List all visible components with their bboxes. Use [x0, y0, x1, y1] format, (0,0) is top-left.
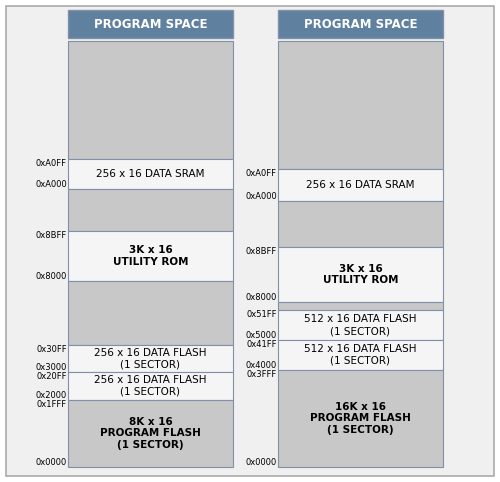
- Bar: [68, 188, 233, 231]
- Text: 0x3000: 0x3000: [36, 363, 67, 372]
- Text: 8K x 16
PROGRAM FLASH
(1 SECTOR): 8K x 16 PROGRAM FLASH (1 SECTOR): [100, 416, 201, 450]
- Text: 256 x 16 DATA SRAM: 256 x 16 DATA SRAM: [96, 169, 205, 179]
- Text: 0x8BFF: 0x8BFF: [36, 231, 67, 240]
- Text: 0x4000: 0x4000: [246, 361, 277, 370]
- Text: 0x0000: 0x0000: [36, 458, 67, 467]
- Text: 512 x 16 DATA FLASH
(1 SECTOR): 512 x 16 DATA FLASH (1 SECTOR): [304, 314, 417, 336]
- Bar: [68, 281, 233, 345]
- Text: PROGRAM SPACE: PROGRAM SPACE: [94, 17, 208, 30]
- Bar: [278, 340, 443, 370]
- Text: 0x0000: 0x0000: [246, 458, 277, 467]
- Text: 0xA000: 0xA000: [35, 180, 67, 188]
- Bar: [68, 400, 233, 467]
- Bar: [278, 247, 443, 302]
- Bar: [68, 10, 233, 38]
- Bar: [68, 231, 233, 281]
- Bar: [278, 201, 443, 247]
- Text: 0x2000: 0x2000: [36, 390, 67, 400]
- Bar: [278, 169, 443, 201]
- Bar: [278, 370, 443, 467]
- Text: 0x8BFF: 0x8BFF: [246, 247, 277, 256]
- Bar: [278, 302, 443, 310]
- Text: 0x51FF: 0x51FF: [246, 310, 277, 320]
- Text: PROGRAM SPACE: PROGRAM SPACE: [304, 17, 417, 30]
- Text: 16K x 16
PROGRAM FLASH
(1 SECTOR): 16K x 16 PROGRAM FLASH (1 SECTOR): [310, 402, 411, 435]
- Text: 0x30FF: 0x30FF: [36, 345, 67, 354]
- Text: 512 x 16 DATA FLASH
(1 SECTOR): 512 x 16 DATA FLASH (1 SECTOR): [304, 344, 417, 366]
- Bar: [68, 159, 233, 188]
- Text: 0x5000: 0x5000: [246, 331, 277, 340]
- Bar: [278, 310, 443, 340]
- Text: 256 x 16 DATA FLASH
(1 SECTOR): 256 x 16 DATA FLASH (1 SECTOR): [94, 375, 207, 397]
- Text: 0x20FF: 0x20FF: [36, 372, 67, 381]
- Bar: [68, 372, 233, 400]
- Text: 0x3FFF: 0x3FFF: [247, 370, 277, 379]
- Bar: [68, 345, 233, 372]
- Text: 0xA000: 0xA000: [245, 192, 277, 201]
- Text: 0x41FF: 0x41FF: [246, 340, 277, 349]
- Text: 3K x 16
UTILITY ROM: 3K x 16 UTILITY ROM: [323, 264, 398, 285]
- Text: 256 x 16 DATA FLASH
(1 SECTOR): 256 x 16 DATA FLASH (1 SECTOR): [94, 348, 207, 369]
- Text: 0x8000: 0x8000: [36, 272, 67, 281]
- Text: 0xA0FF: 0xA0FF: [246, 169, 277, 178]
- Text: 256 x 16 DATA SRAM: 256 x 16 DATA SRAM: [306, 180, 415, 190]
- Bar: [278, 41, 443, 169]
- Text: 0x1FFF: 0x1FFF: [37, 400, 67, 409]
- Bar: [68, 41, 233, 159]
- Text: 0x8000: 0x8000: [246, 293, 277, 302]
- Text: 3K x 16
UTILITY ROM: 3K x 16 UTILITY ROM: [113, 245, 188, 267]
- Bar: [278, 10, 443, 38]
- Text: 0xA0FF: 0xA0FF: [36, 159, 67, 168]
